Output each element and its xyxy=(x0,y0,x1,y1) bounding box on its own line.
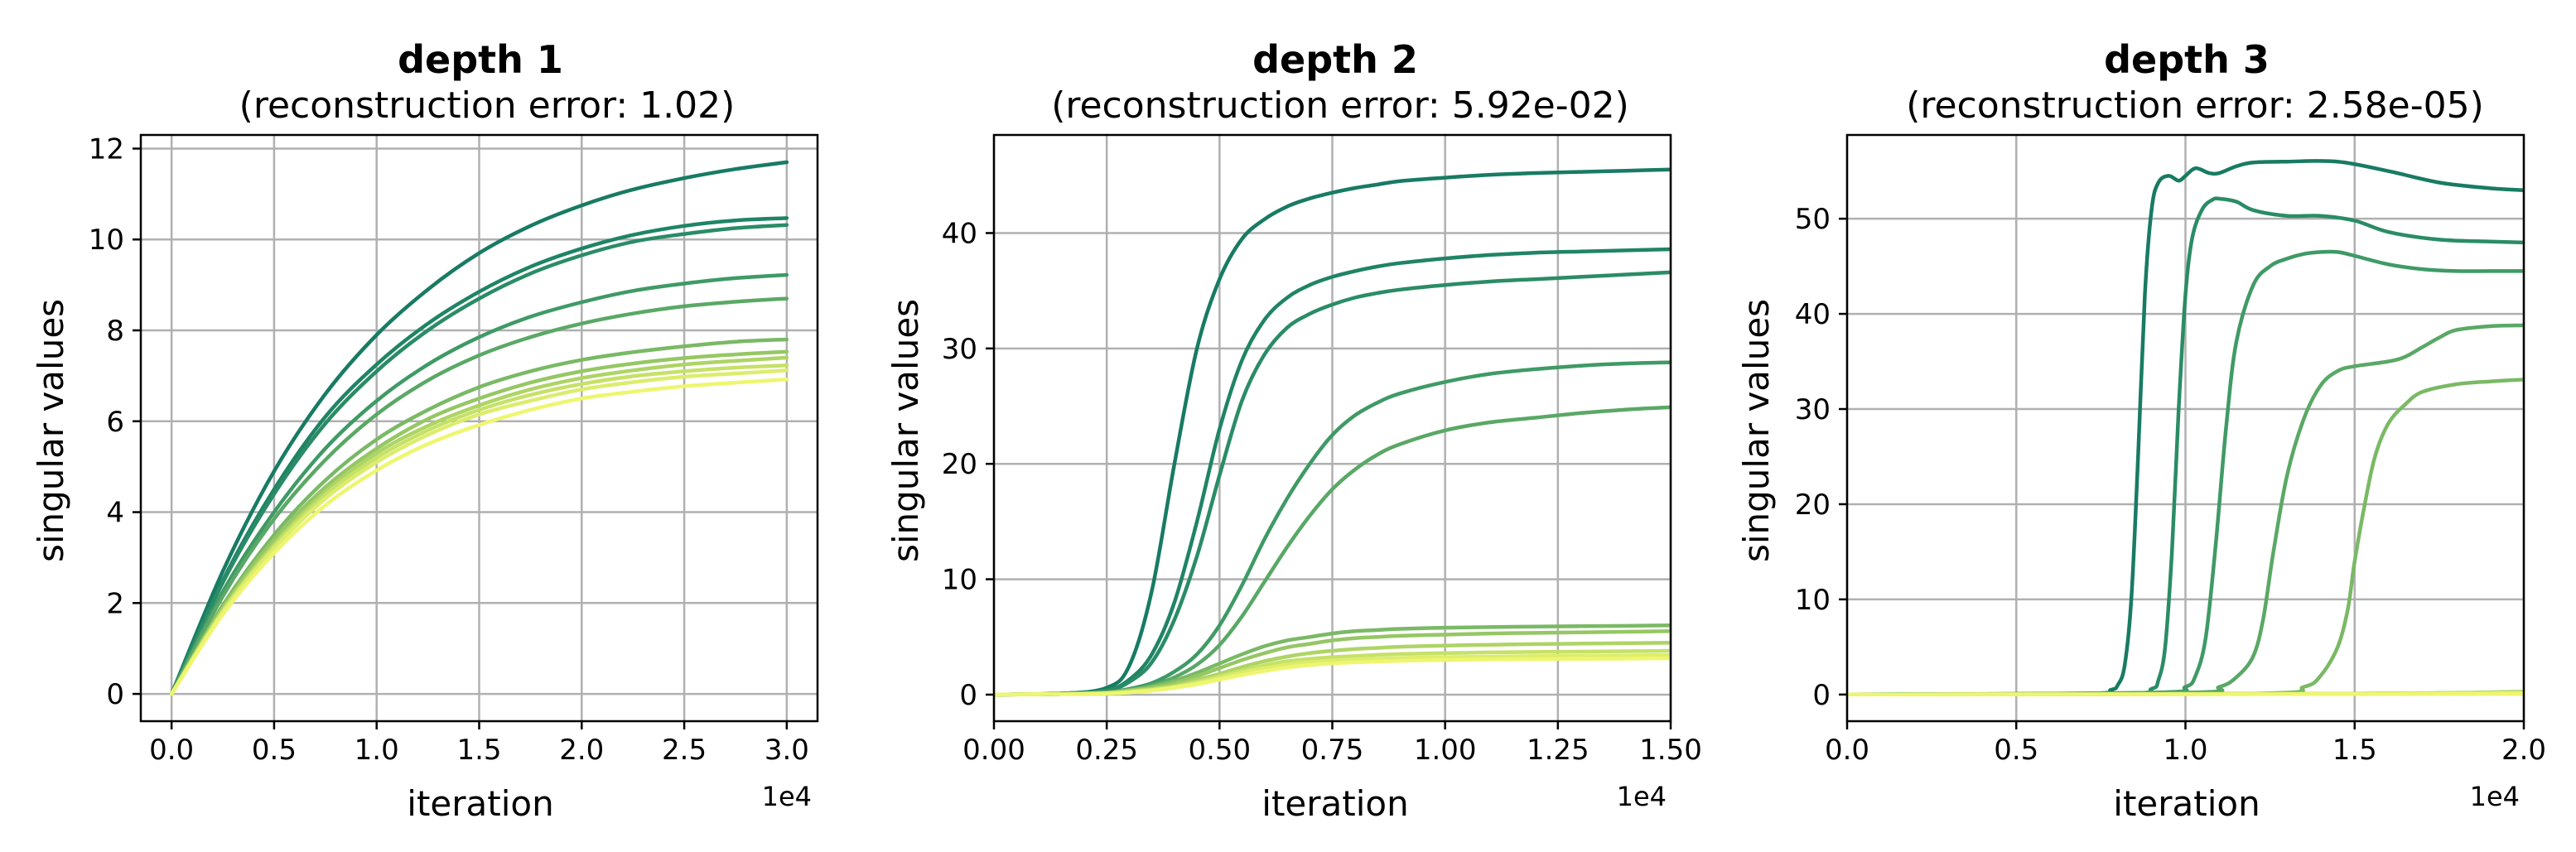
x-tick-label: 1.5 xyxy=(2332,734,2377,767)
y-tick-label: 0 xyxy=(959,679,977,712)
x-offset-label: 1e4 xyxy=(2470,781,2520,812)
ticks: 0.00 0.25 0.50 0.75 1.00 1.25 1.50 0 10 20 30 40 xyxy=(942,217,1702,767)
x-axis-label: iteration xyxy=(1261,783,1408,824)
chart-title: depth 1 xyxy=(398,37,563,82)
chart-title: depth 2 xyxy=(1252,37,1418,82)
y-tick-label: 50 xyxy=(1795,203,1831,236)
y-tick-label: 20 xyxy=(942,448,977,481)
x-tick-label: 1.50 xyxy=(1639,734,1702,767)
grid xyxy=(1845,135,2525,721)
series-line xyxy=(994,167,1671,697)
series-line xyxy=(169,216,789,696)
series-line xyxy=(1847,159,2524,697)
x-tick-label: 0.50 xyxy=(1188,734,1251,767)
y-tick-label: 2 xyxy=(106,587,124,620)
chart-subtitle: (reconstruction error: 5.92e-02) xyxy=(1051,84,1629,127)
x-tick-label: 3.0 xyxy=(765,734,809,767)
panel-depth-2: depth 2 (reconstruction error: 5.92e-02)… xyxy=(885,37,1702,824)
series-line xyxy=(169,337,789,696)
x-tick-label: 1.00 xyxy=(1414,734,1477,767)
x-tick-label: 1.25 xyxy=(1527,734,1589,767)
x-tick-label: 1.0 xyxy=(355,734,399,767)
y-tick-label: 10 xyxy=(89,224,124,257)
y-axis-label: singular values xyxy=(885,299,926,562)
y-axis-label: singular values xyxy=(1736,299,1777,562)
series-line xyxy=(994,270,1671,697)
series-line xyxy=(169,223,789,696)
y-tick-label: 6 xyxy=(106,406,124,439)
y-tick-label: 30 xyxy=(1795,393,1831,426)
x-axis-label: iteration xyxy=(2113,783,2260,824)
y-tick-label: 0 xyxy=(1812,679,1831,712)
series-line xyxy=(169,349,789,696)
series-line xyxy=(994,656,1671,697)
series-line xyxy=(169,296,789,696)
series-line xyxy=(169,378,789,696)
series-line xyxy=(169,272,789,696)
series-line xyxy=(1847,196,2524,697)
series-group xyxy=(169,160,789,696)
x-tick-label: 0.25 xyxy=(1075,734,1138,767)
plot-area: 0.0 0.5 1.0 1.5 2.0 2.5 3.0 0 2 4 6 8 10 12 xyxy=(89,132,819,767)
series-line xyxy=(994,247,1671,697)
chart-title: depth 3 xyxy=(2104,37,2270,82)
y-tick-label: 40 xyxy=(1795,298,1831,331)
x-tick-label: 0.5 xyxy=(1994,734,2038,767)
ticks: 0.0 0.5 1.0 1.5 2.0 2.5 3.0 0 2 4 6 8 10 12 xyxy=(89,132,809,767)
x-offset-label: 1e4 xyxy=(762,781,812,812)
y-tick-label: 10 xyxy=(942,564,977,597)
x-tick-label: 0.0 xyxy=(149,734,194,767)
plot-area: 0.00 0.25 0.50 0.75 1.00 1.25 1.50 0 10 20 30 40 xyxy=(942,133,1702,767)
x-tick-label: 0.00 xyxy=(962,734,1025,767)
x-tick-label: 0.75 xyxy=(1301,734,1364,767)
y-tick-label: 40 xyxy=(942,217,977,250)
x-axis-label: iteration xyxy=(407,783,553,824)
x-tick-label: 1.0 xyxy=(2163,734,2207,767)
y-tick-label: 4 xyxy=(106,497,124,530)
y-tick-label: 30 xyxy=(942,333,977,366)
panel-depth-3: depth 3 (reconstruction error: 2.58e-05)… xyxy=(1736,37,2546,824)
y-tick-label: 10 xyxy=(1795,584,1831,617)
x-tick-label: 2.0 xyxy=(2501,734,2546,767)
series-group xyxy=(1847,159,2524,697)
x-tick-label: 0.5 xyxy=(252,734,297,767)
y-tick-label: 0 xyxy=(106,678,124,711)
ticks: 0.0 0.5 1.0 1.5 2.0 0 10 20 30 40 50 xyxy=(1795,203,2546,767)
panel-depth-1: depth 1 (reconstruction error: 1.02) ite… xyxy=(31,37,819,824)
x-tick-label: 2.5 xyxy=(662,734,707,767)
x-tick-label: 0.0 xyxy=(1825,734,1869,767)
series-group xyxy=(994,167,1671,697)
series-line xyxy=(1847,323,2524,697)
x-tick-label: 2.0 xyxy=(559,734,604,767)
series-line xyxy=(1847,691,2524,697)
x-offset-label: 1e4 xyxy=(1617,781,1667,812)
series-line xyxy=(169,160,789,696)
x-tick-label: 1.5 xyxy=(456,734,501,767)
y-tick-label: 20 xyxy=(1795,489,1831,522)
series-line xyxy=(1847,249,2524,697)
chart-subtitle: (reconstruction error: 2.58e-05) xyxy=(1906,84,2484,127)
series-line xyxy=(169,368,789,696)
chart-subtitle: (reconstruction error: 1.02) xyxy=(239,84,736,127)
plot-area: 0.0 0.5 1.0 1.5 2.0 0 10 20 30 40 50 xyxy=(1795,133,2546,767)
y-tick-label: 8 xyxy=(106,315,124,348)
y-axis-label: singular values xyxy=(31,299,71,562)
y-tick-label: 12 xyxy=(89,132,124,166)
